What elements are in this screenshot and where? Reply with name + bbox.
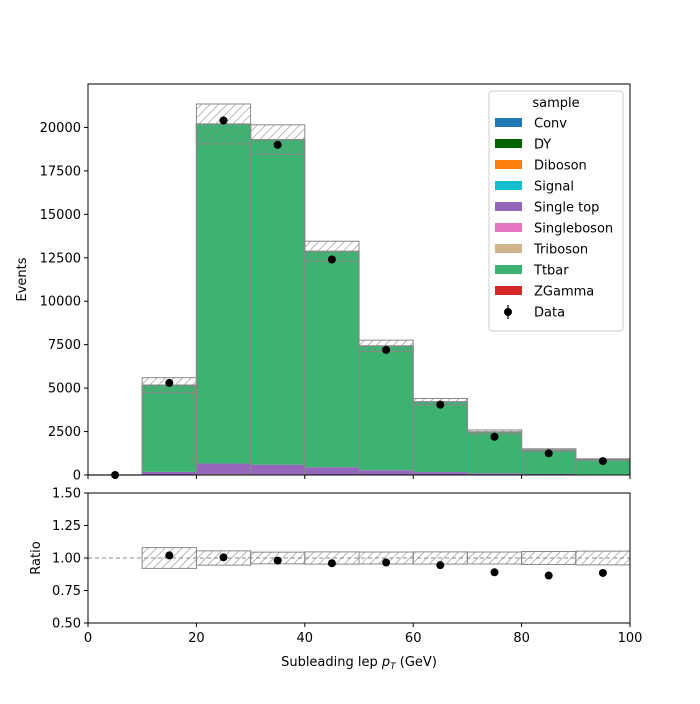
legend-label: Single top <box>534 201 599 216</box>
data-point-2 <box>220 116 228 124</box>
bar-single-top-bin-4 <box>305 467 359 474</box>
x-tick-label: 80 <box>513 631 530 646</box>
y-tick-label: 7500 <box>48 338 81 353</box>
legend-swatch-ttbar <box>495 265 522 274</box>
y-axis-label: Events <box>15 257 30 301</box>
y-tick-label: 12500 <box>40 251 81 266</box>
bar-ttbar-bin-5 <box>359 346 413 470</box>
data-point-6 <box>436 401 444 409</box>
x-axis-label: Subleading lep pT (GeV) <box>281 655 437 672</box>
ratio-point-1 <box>220 553 228 561</box>
legend-label: ZGamma <box>534 285 594 300</box>
legend-swatch-triboson <box>495 244 522 253</box>
bar-single-top-bin-1 <box>142 472 196 475</box>
y-tick-label: 15000 <box>40 208 81 223</box>
x-tick-label: 60 <box>405 631 422 646</box>
data-point-8 <box>545 449 553 457</box>
ratio-point-4 <box>382 559 390 567</box>
ratio-point-5 <box>436 561 444 569</box>
legend-label: Data <box>534 306 565 321</box>
data-point-1 <box>165 379 173 387</box>
legend-swatch-signal <box>495 181 522 190</box>
ratio-point-3 <box>328 559 336 567</box>
legend-swatch-dy <box>495 139 522 148</box>
y-tick-label: 0 <box>73 469 81 484</box>
y-tick-label: 5000 <box>48 382 81 397</box>
legend-label: DY <box>534 138 551 153</box>
bar-ttbar-bin-2 <box>196 124 250 464</box>
ratio-uncertainty-bin-9 <box>576 551 630 565</box>
ratio-y-tick-label: 0.50 <box>52 617 81 632</box>
ratio-point-2 <box>274 557 282 565</box>
y-tick-label: 2500 <box>48 425 81 440</box>
legend-label: Conv <box>534 117 567 132</box>
legend-swatch-conv <box>495 118 522 127</box>
ratio-uncertainty-bin-8 <box>522 552 576 565</box>
legend-label: Triboson <box>533 243 588 258</box>
legend-swatch-singleboson <box>495 223 522 232</box>
ratio-point-6 <box>491 568 499 576</box>
bar-single-top-bin-3 <box>251 465 305 475</box>
bar-ttbar-bin-3 <box>251 140 305 465</box>
legend: sample Conv DY Diboson Signal Single top Singl… <box>489 91 623 331</box>
ratio-y-tick-label: 1.50 <box>52 487 81 502</box>
bar-single-top-bin-6 <box>413 472 467 475</box>
bar-ttbar-bin-1 <box>142 385 196 472</box>
data-point-3 <box>274 141 282 149</box>
x-tick-label: 100 <box>618 631 643 646</box>
legend-label: Ttbar <box>533 264 569 279</box>
bar-single-top-bin-5 <box>359 470 413 475</box>
bar-ttbar-bin-6 <box>413 402 467 472</box>
ratio-panel: 0.50 0.75 1.00 1.25 1.50 0 20 40 60 80 100 Ratio Sub… <box>29 487 642 673</box>
legend-data-marker <box>504 308 512 316</box>
ratio-point-0 <box>165 551 173 559</box>
y-tick-label: 10000 <box>40 295 81 310</box>
y-tick-label: 20000 <box>40 121 81 136</box>
ratio-y-tick-label: 1.00 <box>52 552 81 567</box>
ratio-y-tick-label: 1.25 <box>52 519 81 534</box>
ratio-uncertainty-bin-7 <box>467 552 521 564</box>
legend-swatch-zgamma <box>495 286 522 295</box>
legend-swatch-single-top <box>495 202 522 211</box>
bar-ttbar-bin-4 <box>305 251 359 467</box>
legend-label: Diboson <box>534 159 587 174</box>
ratio-y-axis-label: Ratio <box>29 541 44 574</box>
data-point-7 <box>491 433 499 441</box>
legend-label: Signal <box>534 180 574 195</box>
uncertainty-band-bin-3 <box>251 125 305 155</box>
y-tick-label: 17500 <box>40 164 81 179</box>
x-tick-label: 20 <box>188 631 205 646</box>
legend-label: Singleboson <box>534 222 613 237</box>
data-point-9 <box>599 457 607 465</box>
ratio-point-7 <box>545 572 553 580</box>
ratio-point-8 <box>599 569 607 577</box>
bar-single-top-bin-2 <box>196 464 250 475</box>
ratio-y-tick-label: 0.75 <box>52 584 81 599</box>
data-point-5 <box>382 346 390 354</box>
legend-title: sample <box>532 96 579 111</box>
x-tick-label: 40 <box>297 631 314 646</box>
legend-swatch-diboson <box>495 160 522 169</box>
x-tick-label: 0 <box>84 631 92 646</box>
data-point-4 <box>328 256 336 264</box>
